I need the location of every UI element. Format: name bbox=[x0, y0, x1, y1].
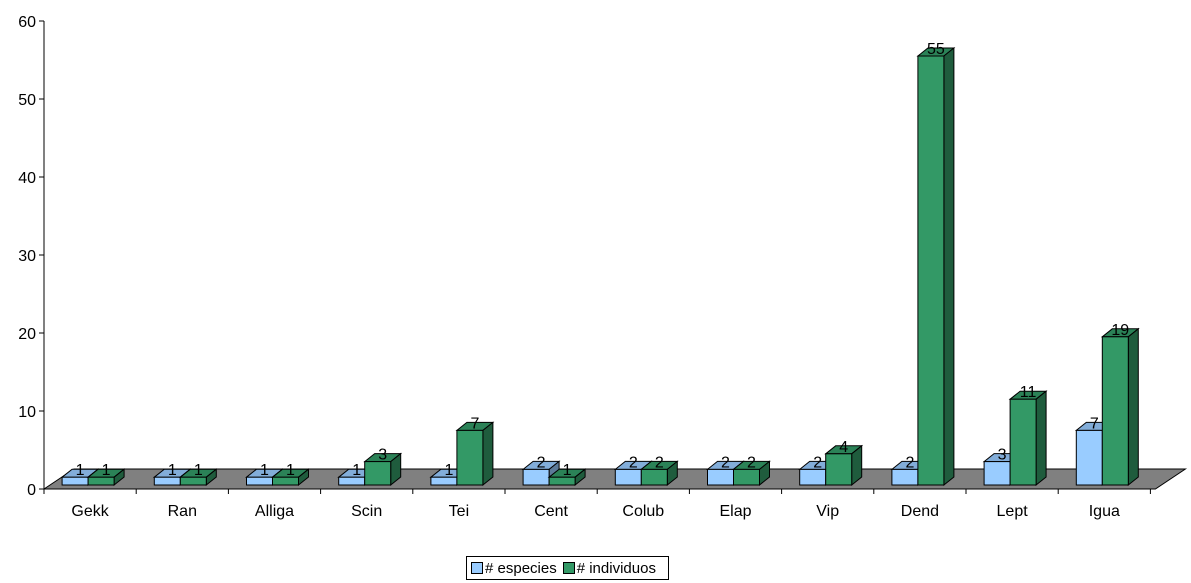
bar-scin-individuos bbox=[363, 452, 403, 487]
data-label-vip-individuos: 4 bbox=[839, 439, 848, 456]
bar-front-face bbox=[364, 461, 392, 486]
x-tick-label: Gekk bbox=[71, 503, 109, 520]
y-tick-label: 60 bbox=[18, 14, 36, 31]
y-tick-label: 40 bbox=[18, 170, 36, 187]
bar-front-face bbox=[640, 468, 668, 486]
bar-lept-individuos bbox=[1008, 390, 1048, 487]
bar-side-face bbox=[1035, 390, 1047, 487]
y-axis: 0 10 20 30 40 50 60 bbox=[18, 14, 1156, 499]
data-label-alliga-especies: 1 bbox=[260, 462, 269, 479]
x-tick-label: Igua bbox=[1089, 503, 1120, 520]
bar-front-face bbox=[614, 468, 642, 486]
bar-front-face bbox=[179, 476, 207, 486]
legend-item-especies: # especies bbox=[471, 560, 557, 577]
data-label-igua-especies: 7 bbox=[1090, 415, 1099, 432]
bar-front-face bbox=[272, 476, 299, 486]
data-label-lept-especies: 3 bbox=[998, 447, 1007, 464]
legend: # especies # individuos bbox=[466, 556, 669, 580]
bar-dend-individuos bbox=[916, 46, 956, 487]
data-label-lept-individuos: 11 bbox=[1020, 384, 1037, 401]
x-tick-label: Colub bbox=[622, 503, 664, 520]
bar-front-face bbox=[825, 453, 853, 486]
bar-front-face bbox=[891, 468, 919, 486]
y-tick-label: 10 bbox=[18, 404, 36, 421]
data-label-scin-individuos: 3 bbox=[378, 447, 387, 464]
y-tick-label: 50 bbox=[18, 92, 36, 109]
legend-label-individuos: # individuos bbox=[576, 559, 656, 577]
bar-side-face bbox=[943, 46, 955, 487]
bar-front-face bbox=[87, 476, 115, 486]
bar-elap-individuos bbox=[732, 460, 771, 487]
data-label-elap-especies: 2 bbox=[721, 454, 730, 471]
x-tick-label: Cent bbox=[534, 503, 568, 520]
bar-igua-individuos bbox=[1100, 327, 1140, 487]
data-label-tei-especies: 1 bbox=[444, 462, 453, 479]
x-tick-label: Alliga bbox=[255, 503, 294, 520]
bar-vip-individuos bbox=[824, 444, 864, 487]
data-label-cent-individuos: 1 bbox=[563, 462, 572, 479]
data-label-colub-especies: 2 bbox=[629, 454, 638, 471]
bar-front-face bbox=[707, 468, 734, 486]
x-axis-labels: Gekk Ran Alliga Scin Tei Cent Colub Elap Vip Dend… bbox=[71, 503, 1120, 520]
data-label-vip-especies: 2 bbox=[813, 454, 822, 471]
x-tick-label: Lept bbox=[997, 503, 1029, 520]
bar-cent-individuos bbox=[547, 468, 587, 487]
data-label-colub-individuos: 2 bbox=[655, 454, 664, 471]
bar-front-face bbox=[917, 55, 945, 486]
bar-front-face bbox=[1009, 398, 1037, 486]
bar-front-face bbox=[1075, 429, 1103, 486]
bar-side-face bbox=[482, 421, 494, 487]
data-label-cent-especies: 2 bbox=[537, 454, 546, 471]
x-tick-label: Ran bbox=[168, 503, 197, 520]
bar-front-face bbox=[983, 461, 1011, 486]
bar-front-face bbox=[733, 468, 760, 486]
legend-swatch-individuos bbox=[562, 562, 575, 574]
x-tick-label: Elap bbox=[719, 503, 751, 520]
data-label-gekk-especies: 1 bbox=[76, 462, 85, 479]
x-tick-label: Vip bbox=[816, 503, 839, 520]
legend-swatch-especies bbox=[471, 562, 483, 574]
data-label-gekk-individuos: 1 bbox=[102, 462, 111, 479]
legend-item-individuos: # individuos bbox=[562, 559, 656, 577]
bar-colub-individuos bbox=[639, 460, 679, 487]
bar-tei-individuos bbox=[455, 421, 495, 487]
data-label-alliga-individuos: 1 bbox=[286, 462, 295, 479]
y-tick-label: 30 bbox=[18, 248, 36, 265]
data-label-igua-individuos: 19 bbox=[1111, 322, 1129, 339]
data-label-elap-individuos: 2 bbox=[747, 454, 756, 471]
data-label-dend-especies: 2 bbox=[905, 454, 914, 471]
bar-front-face bbox=[799, 468, 827, 486]
bar-gekk-individuos bbox=[86, 468, 126, 487]
bar-side-face bbox=[1127, 327, 1139, 487]
data-label-dend-individuos: 55 bbox=[927, 41, 945, 58]
data-label-ran-individuos: 1 bbox=[194, 462, 203, 479]
x-tick-label: Scin bbox=[351, 503, 382, 520]
bar-front-face bbox=[1101, 336, 1129, 486]
bar-alliga-individuos bbox=[271, 468, 310, 487]
y-tick-label: 20 bbox=[18, 326, 36, 343]
bar-front-face bbox=[548, 476, 576, 486]
bar-front-face bbox=[456, 429, 484, 486]
bars bbox=[60, 46, 1140, 487]
y-tick-label: 0 bbox=[27, 482, 36, 499]
data-label-ran-especies: 1 bbox=[168, 462, 177, 479]
data-label-tei-individuos: 7 bbox=[470, 415, 479, 432]
x-tick-label: Tei bbox=[449, 503, 469, 520]
x-tick-label: Dend bbox=[901, 503, 939, 520]
data-label-scin-especies: 1 bbox=[352, 462, 361, 479]
bar-front-face bbox=[522, 468, 550, 486]
bar-ran-individuos bbox=[178, 468, 218, 487]
legend-label-especies: # especies bbox=[485, 559, 557, 577]
